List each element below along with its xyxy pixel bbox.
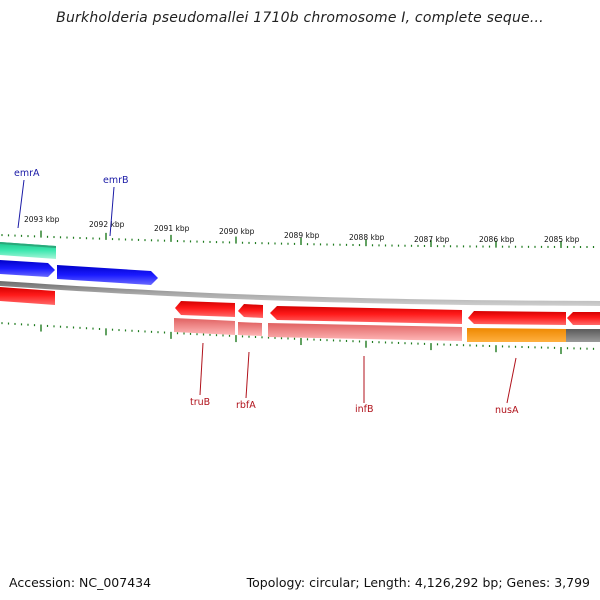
gene-label-rbfA[interactable]: rbfA	[236, 400, 256, 411]
leader-emrA	[17, 179, 25, 229]
scale-label: 2085 kbp	[544, 235, 580, 244]
gene-rbfA[interactable]	[238, 304, 263, 318]
scale-labels: 2093 kbp 2092 kbp 2091 kbp 2090 kbp 2089…	[24, 215, 580, 244]
scale-label: 2086 kbp	[479, 235, 515, 244]
scale-label: 2087 kbp	[414, 235, 450, 244]
gene-emrA-bar	[0, 242, 56, 248]
cog-track	[174, 318, 600, 342]
scale-label: 2089 kbp	[284, 231, 320, 240]
leader-nusA	[506, 357, 517, 404]
label-leaders	[17, 179, 517, 404]
outer-tick-marks	[1, 230, 595, 248]
gene-infB[interactable]	[270, 306, 462, 324]
scale-label: 2092 kbp	[89, 220, 125, 229]
leader-truB	[199, 342, 204, 396]
lower-gene-track	[0, 287, 600, 325]
chromosome-backbone	[0, 281, 600, 306]
gene-red-right[interactable]	[567, 312, 600, 325]
inner-tick-marks	[1, 322, 595, 355]
gene-label-infB[interactable]: infB	[355, 404, 374, 415]
leader-rbfA	[245, 351, 250, 399]
accession-text: Accession: NC_007434	[9, 575, 152, 590]
gene-truB[interactable]	[175, 301, 235, 317]
scale-label: 2088 kbp	[349, 233, 385, 242]
gene-label-truB[interactable]: truB	[190, 397, 210, 408]
cog-infB	[268, 323, 462, 341]
gene-label-emrA[interactable]: emrA	[14, 168, 40, 179]
scale-label: 2091 kbp	[154, 224, 190, 233]
gene-labels: emrA emrB truB rbfA infB nusA	[14, 168, 519, 416]
leader-emrB	[109, 186, 115, 237]
genome-stats-text: Topology: circular; Length: 4,126,292 bp…	[246, 575, 590, 590]
gene-red-left[interactable]	[0, 287, 55, 305]
gene-emrB[interactable]	[57, 265, 158, 285]
gene-blue-left[interactable]	[0, 260, 55, 277]
cog-gray	[566, 329, 600, 342]
gene-nusA[interactable]	[468, 311, 566, 325]
gene-label-nusA[interactable]: nusA	[495, 405, 519, 416]
cog-rbfA	[238, 322, 262, 336]
scale-label: 2090 kbp	[219, 227, 255, 236]
scale-label: 2093 kbp	[24, 215, 60, 224]
cog-truB	[174, 318, 235, 335]
map-title: Burkholderia pseudomallei 1710b chromoso…	[56, 10, 544, 26]
upper-gene-track	[0, 242, 158, 285]
gene-label-emrB[interactable]: emrB	[103, 175, 129, 186]
cog-nusA	[467, 328, 566, 342]
